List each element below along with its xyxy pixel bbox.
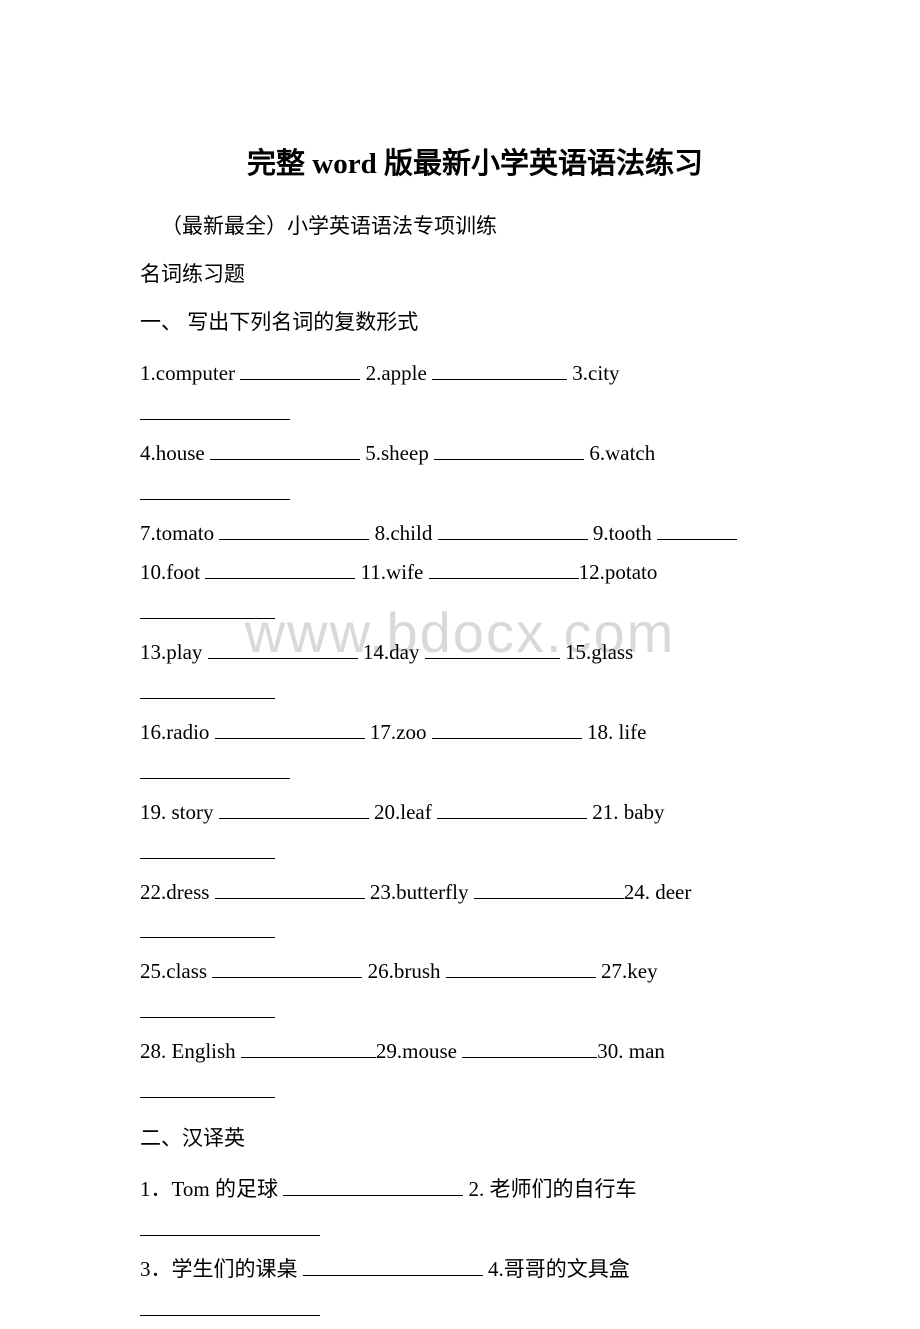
fill-blank[interactable] [140, 1017, 275, 1018]
fill-blank[interactable] [240, 379, 360, 380]
word-label: 2.apple [366, 361, 427, 385]
exercise-row: 22.dress 23.butterfly 24. deer [140, 873, 810, 913]
section2-heading: 二、汉译英 [140, 1122, 810, 1152]
fill-blank[interactable] [140, 1315, 320, 1316]
exercise-row: 7.tomato 8.child 9.tooth [140, 514, 810, 554]
word-label: 21. baby [592, 800, 664, 824]
word-label: 5.sheep [365, 441, 429, 465]
word-label: 10.foot [140, 560, 200, 584]
fill-blank[interactable] [303, 1275, 483, 1276]
fill-blank[interactable] [140, 937, 275, 938]
word-label: 15.glass [565, 640, 633, 664]
fill-blank[interactable] [657, 539, 737, 540]
fill-blank[interactable] [140, 698, 275, 699]
exercise-row [140, 474, 810, 514]
word-label: 8.child [375, 521, 433, 545]
word-label: 17.zoo [370, 720, 427, 744]
fill-blank[interactable] [140, 858, 275, 859]
fill-blank[interactable] [283, 1195, 463, 1196]
word-label: 7.tomato [140, 521, 214, 545]
exercise-row [140, 394, 810, 434]
exercise-row [140, 1290, 810, 1329]
fill-blank[interactable] [434, 459, 584, 460]
fill-blank[interactable] [140, 499, 290, 500]
word-label: 30. man [597, 1039, 665, 1063]
question-label: 1．Tom 的足球 [140, 1177, 278, 1201]
page-title: 完整 word 版最新小学英语语法练习 [140, 140, 810, 182]
exercise-row: 1.computer 2.apple 3.city [140, 354, 810, 394]
question-label: 3．学生们的课桌 [140, 1257, 298, 1281]
document-content: 完整 word 版最新小学英语语法练习 （最新最全）小学英语语法专项训练 名词练… [140, 140, 810, 1329]
exercise-row: 4.house 5.sheep 6.watch [140, 434, 810, 474]
fill-blank[interactable] [432, 738, 582, 739]
fill-blank[interactable] [241, 1057, 376, 1058]
fill-blank[interactable] [474, 898, 624, 899]
exercise-row: 19. story 20.leaf 21. baby [140, 793, 810, 833]
exercise-row: 1．Tom 的足球 2. 老师们的自行车 [140, 1170, 810, 1210]
section-name: 名词练习题 [140, 258, 810, 288]
word-label: 4.house [140, 441, 205, 465]
word-label: 13.play [140, 640, 202, 664]
word-label: 16.radio [140, 720, 209, 744]
fill-blank[interactable] [212, 977, 362, 978]
word-label: 11.wife [361, 560, 424, 584]
question-label: 4.哥哥的文具盒 [488, 1257, 630, 1281]
exercise-row [140, 833, 810, 873]
word-label: 19. story [140, 800, 214, 824]
word-label: 18. life [587, 720, 646, 744]
exercise-row [140, 992, 810, 1032]
fill-blank[interactable] [208, 658, 358, 659]
fill-blank[interactable] [219, 818, 369, 819]
fill-blank[interactable] [140, 1097, 275, 1098]
exercise-row: 13.play 14.day 15.glass [140, 633, 810, 673]
exercise-row [140, 673, 810, 713]
fill-blank[interactable] [429, 578, 579, 579]
fill-blank[interactable] [140, 419, 290, 420]
fill-blank[interactable] [140, 618, 275, 619]
fill-blank[interactable] [140, 1235, 320, 1236]
exercise-row [140, 1210, 810, 1250]
word-label: 22.dress [140, 880, 209, 904]
word-label: 3.city [572, 361, 619, 385]
word-label: 26.brush [368, 959, 441, 983]
word-label: 9.tooth [593, 521, 652, 545]
word-label: 28. English [140, 1039, 236, 1063]
section1-heading: 一、 写出下列名词的复数形式 [140, 306, 810, 336]
word-label: 6.watch [589, 441, 655, 465]
exercise-row [140, 1072, 810, 1112]
word-label: 14.day [363, 640, 420, 664]
exercise-row: 3．学生们的课桌 4.哥哥的文具盒 [140, 1250, 810, 1290]
word-label: 27.key [601, 959, 658, 983]
exercise-row: 16.radio 17.zoo 18. life [140, 713, 810, 753]
fill-blank[interactable] [446, 977, 596, 978]
word-label: 24. deer [624, 880, 692, 904]
fill-blank[interactable] [215, 898, 365, 899]
fill-blank[interactable] [432, 379, 567, 380]
fill-blank[interactable] [462, 1057, 597, 1058]
exercise-row [140, 753, 810, 793]
exercise-row: 25.class 26.brush 27.key [140, 952, 810, 992]
word-label: 29.mouse [376, 1039, 457, 1063]
exercise-row: 10.foot 11.wife 12.potato [140, 553, 810, 593]
fill-blank[interactable] [210, 459, 360, 460]
subtitle: （最新最全）小学英语语法专项训练 [140, 210, 810, 240]
fill-blank[interactable] [219, 539, 369, 540]
word-label: 20.leaf [374, 800, 432, 824]
word-label: 25.class [140, 959, 207, 983]
fill-blank[interactable] [205, 578, 355, 579]
fill-blank[interactable] [425, 658, 560, 659]
fill-blank[interactable] [215, 738, 365, 739]
fill-blank[interactable] [140, 778, 290, 779]
fill-blank[interactable] [437, 818, 587, 819]
fill-blank[interactable] [438, 539, 588, 540]
word-label: 23.butterfly [370, 880, 469, 904]
word-label: 12.potato [579, 560, 658, 584]
exercise-row [140, 593, 810, 633]
exercise-row [140, 912, 810, 952]
question-label: 2. 老师们的自行车 [468, 1177, 636, 1201]
word-label: 1.computer [140, 361, 235, 385]
exercise-row: 28. English 29.mouse 30. man [140, 1032, 810, 1072]
